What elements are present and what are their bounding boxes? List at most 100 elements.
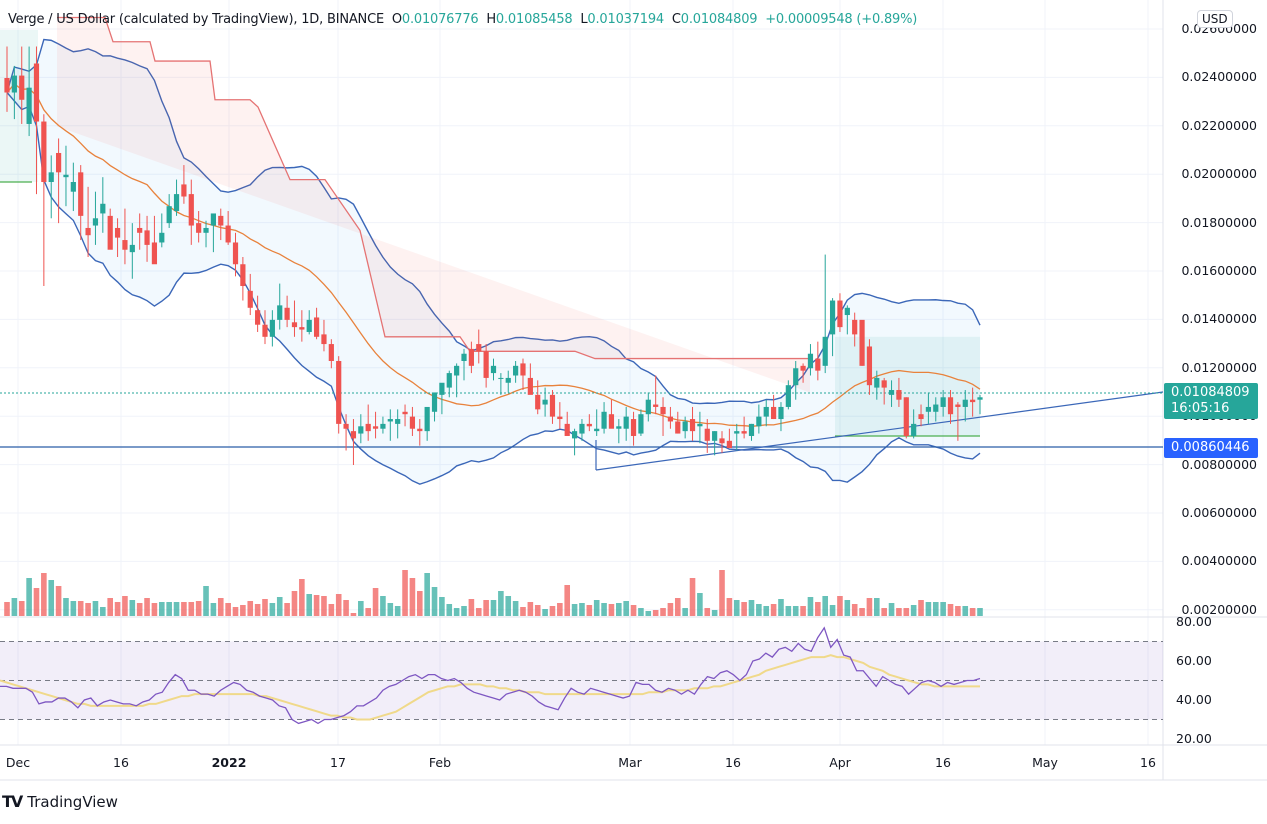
volume-bar — [439, 597, 445, 616]
currency-badge[interactable]: USD — [1197, 10, 1233, 28]
candle-body — [48, 172, 54, 183]
volume-bar — [431, 587, 438, 616]
volume-bar — [579, 603, 585, 616]
candle-body — [232, 242, 239, 265]
candle-body — [571, 431, 578, 439]
candle-body — [535, 394, 541, 410]
supertrend-up-fill-left — [0, 30, 38, 183]
candle-body — [888, 390, 895, 395]
volume-bar — [468, 599, 475, 616]
volume-bar — [616, 603, 622, 616]
volume-bar — [453, 608, 460, 616]
candle-body — [940, 397, 946, 407]
candle-body — [144, 230, 150, 245]
rsi-axis-label: 40.00 — [1176, 692, 1212, 707]
volume-bar — [446, 604, 453, 616]
candle-body — [33, 63, 40, 122]
brand-footer[interactable]: TV TradingView — [2, 792, 118, 811]
candle-body — [815, 358, 821, 371]
candle-body — [962, 399, 968, 407]
candle-body — [210, 213, 216, 226]
time-axis-label: 17 — [330, 755, 346, 770]
candle-body — [306, 319, 312, 332]
volume-bar — [321, 596, 327, 616]
candle-body — [55, 152, 62, 173]
candle-body — [137, 227, 143, 233]
candle-body — [446, 373, 452, 388]
symbol-title: Verge / US Dollar (calculated by Trading… — [8, 12, 384, 27]
volume-bar — [380, 596, 386, 616]
candle-body — [933, 404, 939, 412]
candle-body — [682, 421, 688, 432]
volume-bar — [350, 613, 357, 616]
time-axis-label: 16 — [725, 755, 741, 770]
candle-body — [498, 377, 504, 379]
volume-bar — [682, 608, 688, 616]
symbol-legend: Verge / US Dollar (calculated by Trading… — [8, 12, 917, 27]
candle-body — [844, 307, 850, 316]
candle-body — [712, 431, 718, 441]
volume-bar — [520, 607, 526, 616]
volume-bar — [129, 600, 136, 616]
volume-bar — [748, 600, 755, 616]
volume-bar — [77, 601, 84, 616]
candle-body — [793, 368, 799, 386]
volume-bar — [188, 602, 195, 616]
volume-bar — [158, 602, 165, 616]
volume-bar — [365, 608, 371, 616]
candle-body — [269, 319, 275, 337]
volume-bar — [114, 602, 121, 616]
volume-bar — [704, 608, 711, 616]
candle-body — [277, 305, 283, 320]
volume-bar — [217, 598, 224, 616]
volume-bar — [394, 606, 401, 616]
volume-bar — [593, 600, 600, 616]
volume-bar — [645, 611, 652, 616]
time-axis-label: 16 — [935, 755, 951, 770]
volume-bar — [498, 591, 504, 616]
volume-bar — [328, 604, 335, 616]
candle-body — [173, 194, 180, 212]
volume-bar — [136, 603, 143, 616]
candle-body — [92, 218, 99, 226]
candle-body — [225, 225, 231, 243]
volume-bar — [461, 606, 467, 616]
candle-body — [520, 363, 526, 376]
candle-body — [837, 300, 843, 328]
candle-body — [262, 324, 268, 337]
volume-bar — [232, 607, 239, 616]
volume-bar — [542, 609, 548, 616]
volume-bar — [48, 580, 55, 616]
candle-body — [675, 421, 681, 434]
candle-body — [114, 227, 121, 238]
volume-bar — [874, 598, 880, 616]
candle-body — [240, 264, 246, 287]
candle-body — [822, 336, 828, 366]
high-label: H — [486, 12, 496, 27]
candle-body — [557, 416, 563, 420]
candle-body — [918, 414, 924, 420]
volume-bar — [475, 608, 482, 616]
candle-body — [196, 223, 202, 233]
time-axis-label: Mar — [618, 755, 642, 770]
volume-bar — [962, 606, 969, 616]
candle-body — [151, 242, 158, 265]
volume-bar — [815, 602, 821, 616]
candle-body — [181, 184, 187, 197]
current-price-value: 0.01084809 — [1171, 385, 1250, 400]
volume-bar — [903, 608, 910, 616]
volume-bar — [41, 573, 47, 616]
candle-body — [653, 404, 659, 407]
price-axis-label: 0.01600000 — [1181, 263, 1257, 278]
candle-body — [549, 394, 556, 417]
candle-body — [350, 431, 357, 439]
price-axis-label: 0.02000000 — [1181, 166, 1257, 182]
candle-body — [594, 428, 600, 432]
time-axis-label: 2022 — [211, 755, 247, 770]
volume-bar — [822, 596, 829, 616]
price-axis-label: 0.01400000 — [1181, 311, 1257, 327]
candle-body — [439, 382, 445, 395]
candle-body — [911, 423, 917, 436]
volume-bar — [623, 601, 629, 616]
